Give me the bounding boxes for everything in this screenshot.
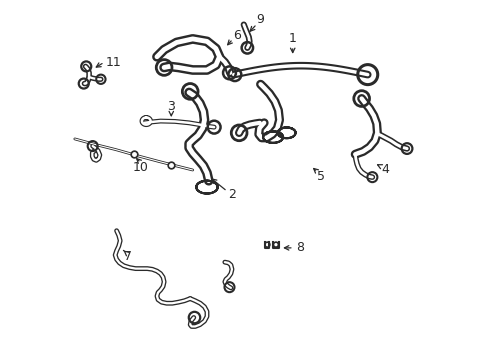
Text: 6: 6 bbox=[233, 29, 241, 42]
Text: 9: 9 bbox=[256, 13, 264, 27]
Text: 7: 7 bbox=[124, 250, 132, 263]
Text: 8: 8 bbox=[295, 241, 303, 255]
Text: 5: 5 bbox=[317, 170, 325, 183]
Text: 3: 3 bbox=[167, 100, 175, 113]
Text: 11: 11 bbox=[105, 55, 121, 69]
Text: 2: 2 bbox=[227, 188, 235, 201]
Text: 1: 1 bbox=[288, 32, 296, 45]
Text: 4: 4 bbox=[381, 163, 389, 176]
Text: 10: 10 bbox=[133, 161, 148, 174]
